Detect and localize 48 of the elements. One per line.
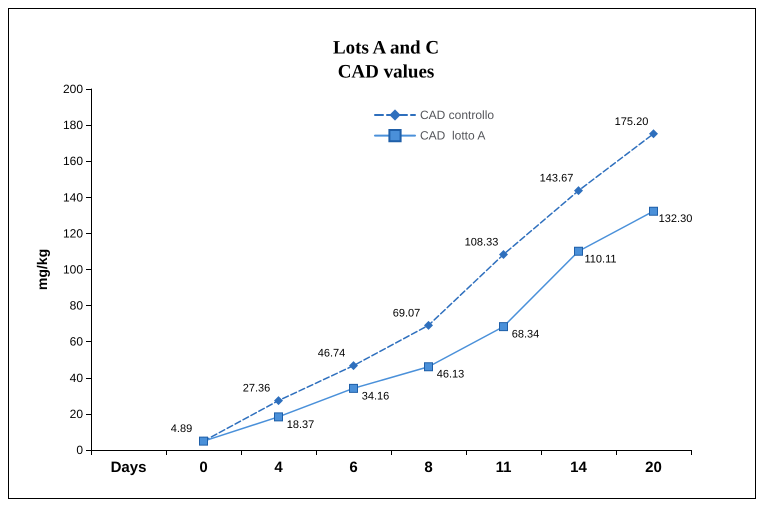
- y-tick-label: 40: [70, 370, 84, 385]
- point: [499, 250, 508, 259]
- data-label: 108.33: [464, 236, 498, 248]
- data-label: 68.34: [512, 328, 540, 341]
- y-axis-title: mg/kg: [34, 248, 50, 290]
- point: [274, 412, 283, 422]
- chart-title: Lots A and C CAD values: [332, 38, 440, 82]
- x-tick-label: 14: [570, 459, 588, 476]
- point: [574, 186, 583, 196]
- data-label: 143.67: [540, 172, 574, 185]
- x-tick-label: 8: [424, 459, 433, 476]
- point: [574, 246, 583, 256]
- y-tick-label: 20: [70, 406, 84, 421]
- point: [499, 322, 508, 332]
- data-label: 34.16: [362, 390, 390, 402]
- x-axis-title: Days: [110, 459, 146, 476]
- x-tick-label: 20: [645, 459, 662, 476]
- point: [274, 396, 283, 406]
- y-tick-label: 80: [70, 298, 84, 313]
- data-label: 27.36: [242, 382, 270, 395]
- x-tick-label: 11: [496, 459, 512, 476]
- point: [649, 129, 658, 138]
- data-label: 69.07: [392, 307, 420, 320]
- x-tick-label: 4: [274, 459, 284, 476]
- point: [424, 362, 433, 372]
- y-tick-label: 180: [62, 118, 84, 132]
- x-tick-label: 0: [199, 459, 208, 476]
- point: [349, 361, 358, 370]
- data-label: 175.20: [614, 116, 648, 128]
- point: [649, 206, 658, 216]
- y-tick-label: 0: [76, 443, 84, 457]
- data-label: 110.11: [584, 253, 617, 266]
- point: [424, 320, 433, 330]
- legend-label: CAD controllo: [420, 108, 494, 122]
- y-tick-label: 60: [70, 334, 84, 349]
- legend-label: CAD lotto A: [420, 128, 486, 143]
- x-tick-label: 6: [349, 459, 358, 476]
- data-label: 46.74: [318, 348, 346, 360]
- y-tick-label: 100: [62, 262, 84, 276]
- point: [349, 384, 358, 393]
- y-tick-label: 160: [62, 154, 84, 168]
- data-label: 132.30: [658, 213, 692, 226]
- y-tick-label: 120: [62, 226, 84, 240]
- y-tick-label: 200: [62, 82, 84, 96]
- data-label: 18.37: [286, 418, 314, 431]
- y-tick-label: 140: [62, 190, 84, 204]
- data-label: 46.13: [436, 368, 464, 381]
- data-label: 4.89: [170, 423, 192, 436]
